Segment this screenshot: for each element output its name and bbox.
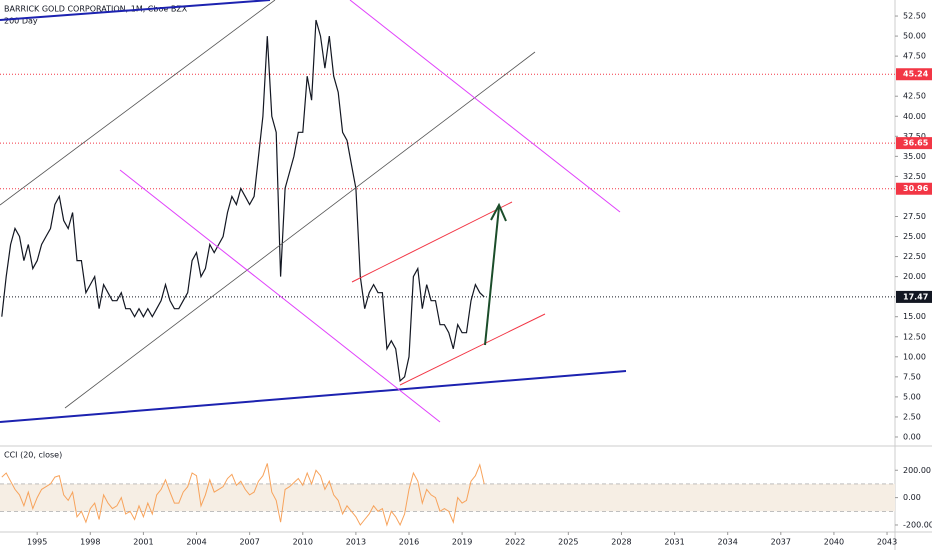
y-tick-label: 32.50 xyxy=(903,172,926,181)
price-level-label: 36.65 xyxy=(903,139,929,148)
y-tick-label: 42.50 xyxy=(903,92,926,101)
x-tick-label: 2010 xyxy=(293,538,313,547)
series-line xyxy=(1,463,485,527)
price-level-tag xyxy=(896,137,932,150)
y-tick-label: 20.00 xyxy=(903,272,926,281)
x-tick-label: 2040 xyxy=(824,538,844,547)
y-tick-label: 40.00 xyxy=(903,112,926,121)
chart-title: BARRICK GOLD CORPORATION, 1M, Cboe BZX xyxy=(4,5,188,14)
x-tick-label: 2034 xyxy=(718,538,738,547)
y-tick-label: 10.00 xyxy=(903,352,926,361)
channel-line xyxy=(349,0,621,213)
x-tick-label: 2013 xyxy=(346,538,366,547)
x-tick-label: 2016 xyxy=(399,538,419,547)
y-tick-label: 52.50 xyxy=(903,12,926,21)
x-tick-label: 2019 xyxy=(452,538,472,547)
series-line xyxy=(1,19,485,383)
x-tick-label: 1995 xyxy=(27,538,47,547)
price-level-tag xyxy=(896,182,932,195)
y-tick-label: 200.00 xyxy=(903,466,931,475)
price-level-label: 30.96 xyxy=(903,184,929,193)
y-tick-label: 25.00 xyxy=(903,232,926,241)
y-tick-label: 35.00 xyxy=(903,152,926,161)
x-tick-label: 1998 xyxy=(80,538,100,547)
y-tick-label: 0.00 xyxy=(903,432,921,441)
y-tick-label: 27.50 xyxy=(903,212,926,221)
trend-line xyxy=(0,0,271,21)
y-tick-label: 15.00 xyxy=(903,312,926,321)
channel-line xyxy=(64,51,536,409)
trend-line xyxy=(0,370,627,423)
channel-line xyxy=(399,313,546,386)
y-tick-label: 7.50 xyxy=(903,372,921,381)
arrow-head xyxy=(490,202,507,222)
x-tick-label: 2022 xyxy=(505,538,525,547)
price-level-label: 17.47 xyxy=(903,292,928,301)
price-level-tag xyxy=(896,290,932,303)
channel-line xyxy=(119,169,441,423)
y-tick-label: 0.00 xyxy=(903,493,921,502)
price-level-tag xyxy=(896,68,932,81)
channel-line xyxy=(351,201,513,283)
x-tick-label: 2001 xyxy=(133,538,153,547)
y-tick-label: 5.00 xyxy=(903,392,921,401)
cci-band xyxy=(0,483,895,512)
y-tick-label: 2.50 xyxy=(903,412,921,421)
channel-line xyxy=(0,0,276,206)
x-tick-label: 2025 xyxy=(558,538,578,547)
x-tick-label: 2007 xyxy=(239,538,259,547)
price-level-label: 45.24 xyxy=(903,70,929,79)
y-tick-label: -200.00 xyxy=(903,520,932,529)
x-tick-label: 2028 xyxy=(611,538,631,547)
y-tick-label: 50.00 xyxy=(903,32,926,41)
arrow xyxy=(484,206,500,346)
drawings xyxy=(0,0,627,423)
x-tick-label: 2004 xyxy=(186,538,206,547)
y-tick-label: 22.50 xyxy=(903,252,926,261)
x-tick-label: 2037 xyxy=(771,538,791,547)
indicator-label: 200 Day xyxy=(4,17,38,26)
x-tick-label: 2043 xyxy=(877,538,897,547)
y-tick-label: 47.50 xyxy=(903,52,926,61)
y-tick-label: 12.50 xyxy=(903,332,926,341)
cci-title: CCI (20, close) xyxy=(4,451,62,460)
x-tick-label: 2031 xyxy=(664,538,684,547)
y-tick-label: 37.50 xyxy=(903,132,926,141)
